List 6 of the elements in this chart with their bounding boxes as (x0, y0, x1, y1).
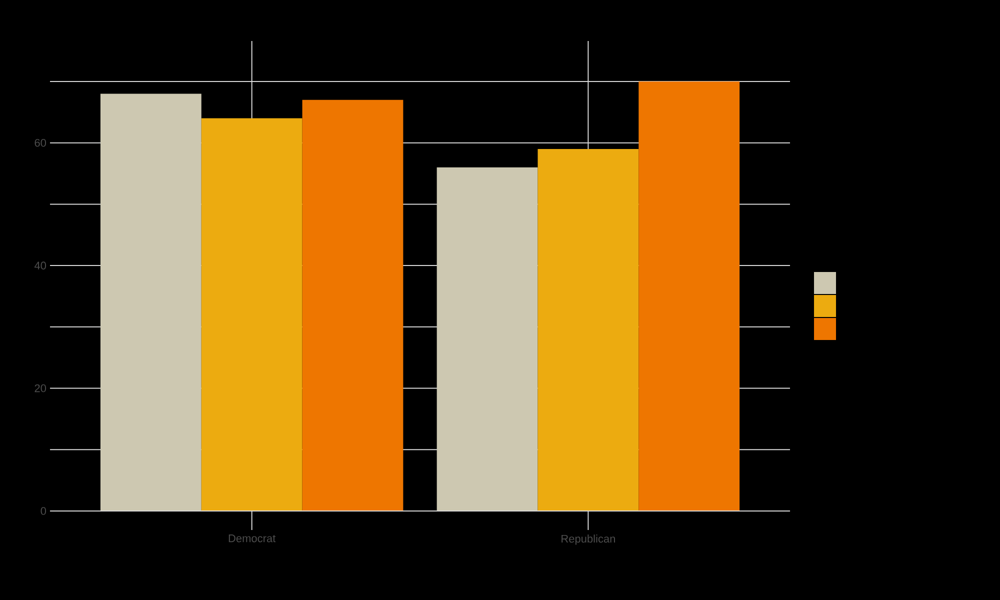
x-tick-label: Republican (562, 534, 615, 545)
y-tick-label: 0 (40, 507, 46, 515)
y-tick-label: 40 (34, 262, 46, 270)
y-tick-label: 60 (34, 138, 46, 147)
x-tick-label: Democrat (228, 534, 276, 542)
y-tick-label: 20 (34, 384, 46, 392)
